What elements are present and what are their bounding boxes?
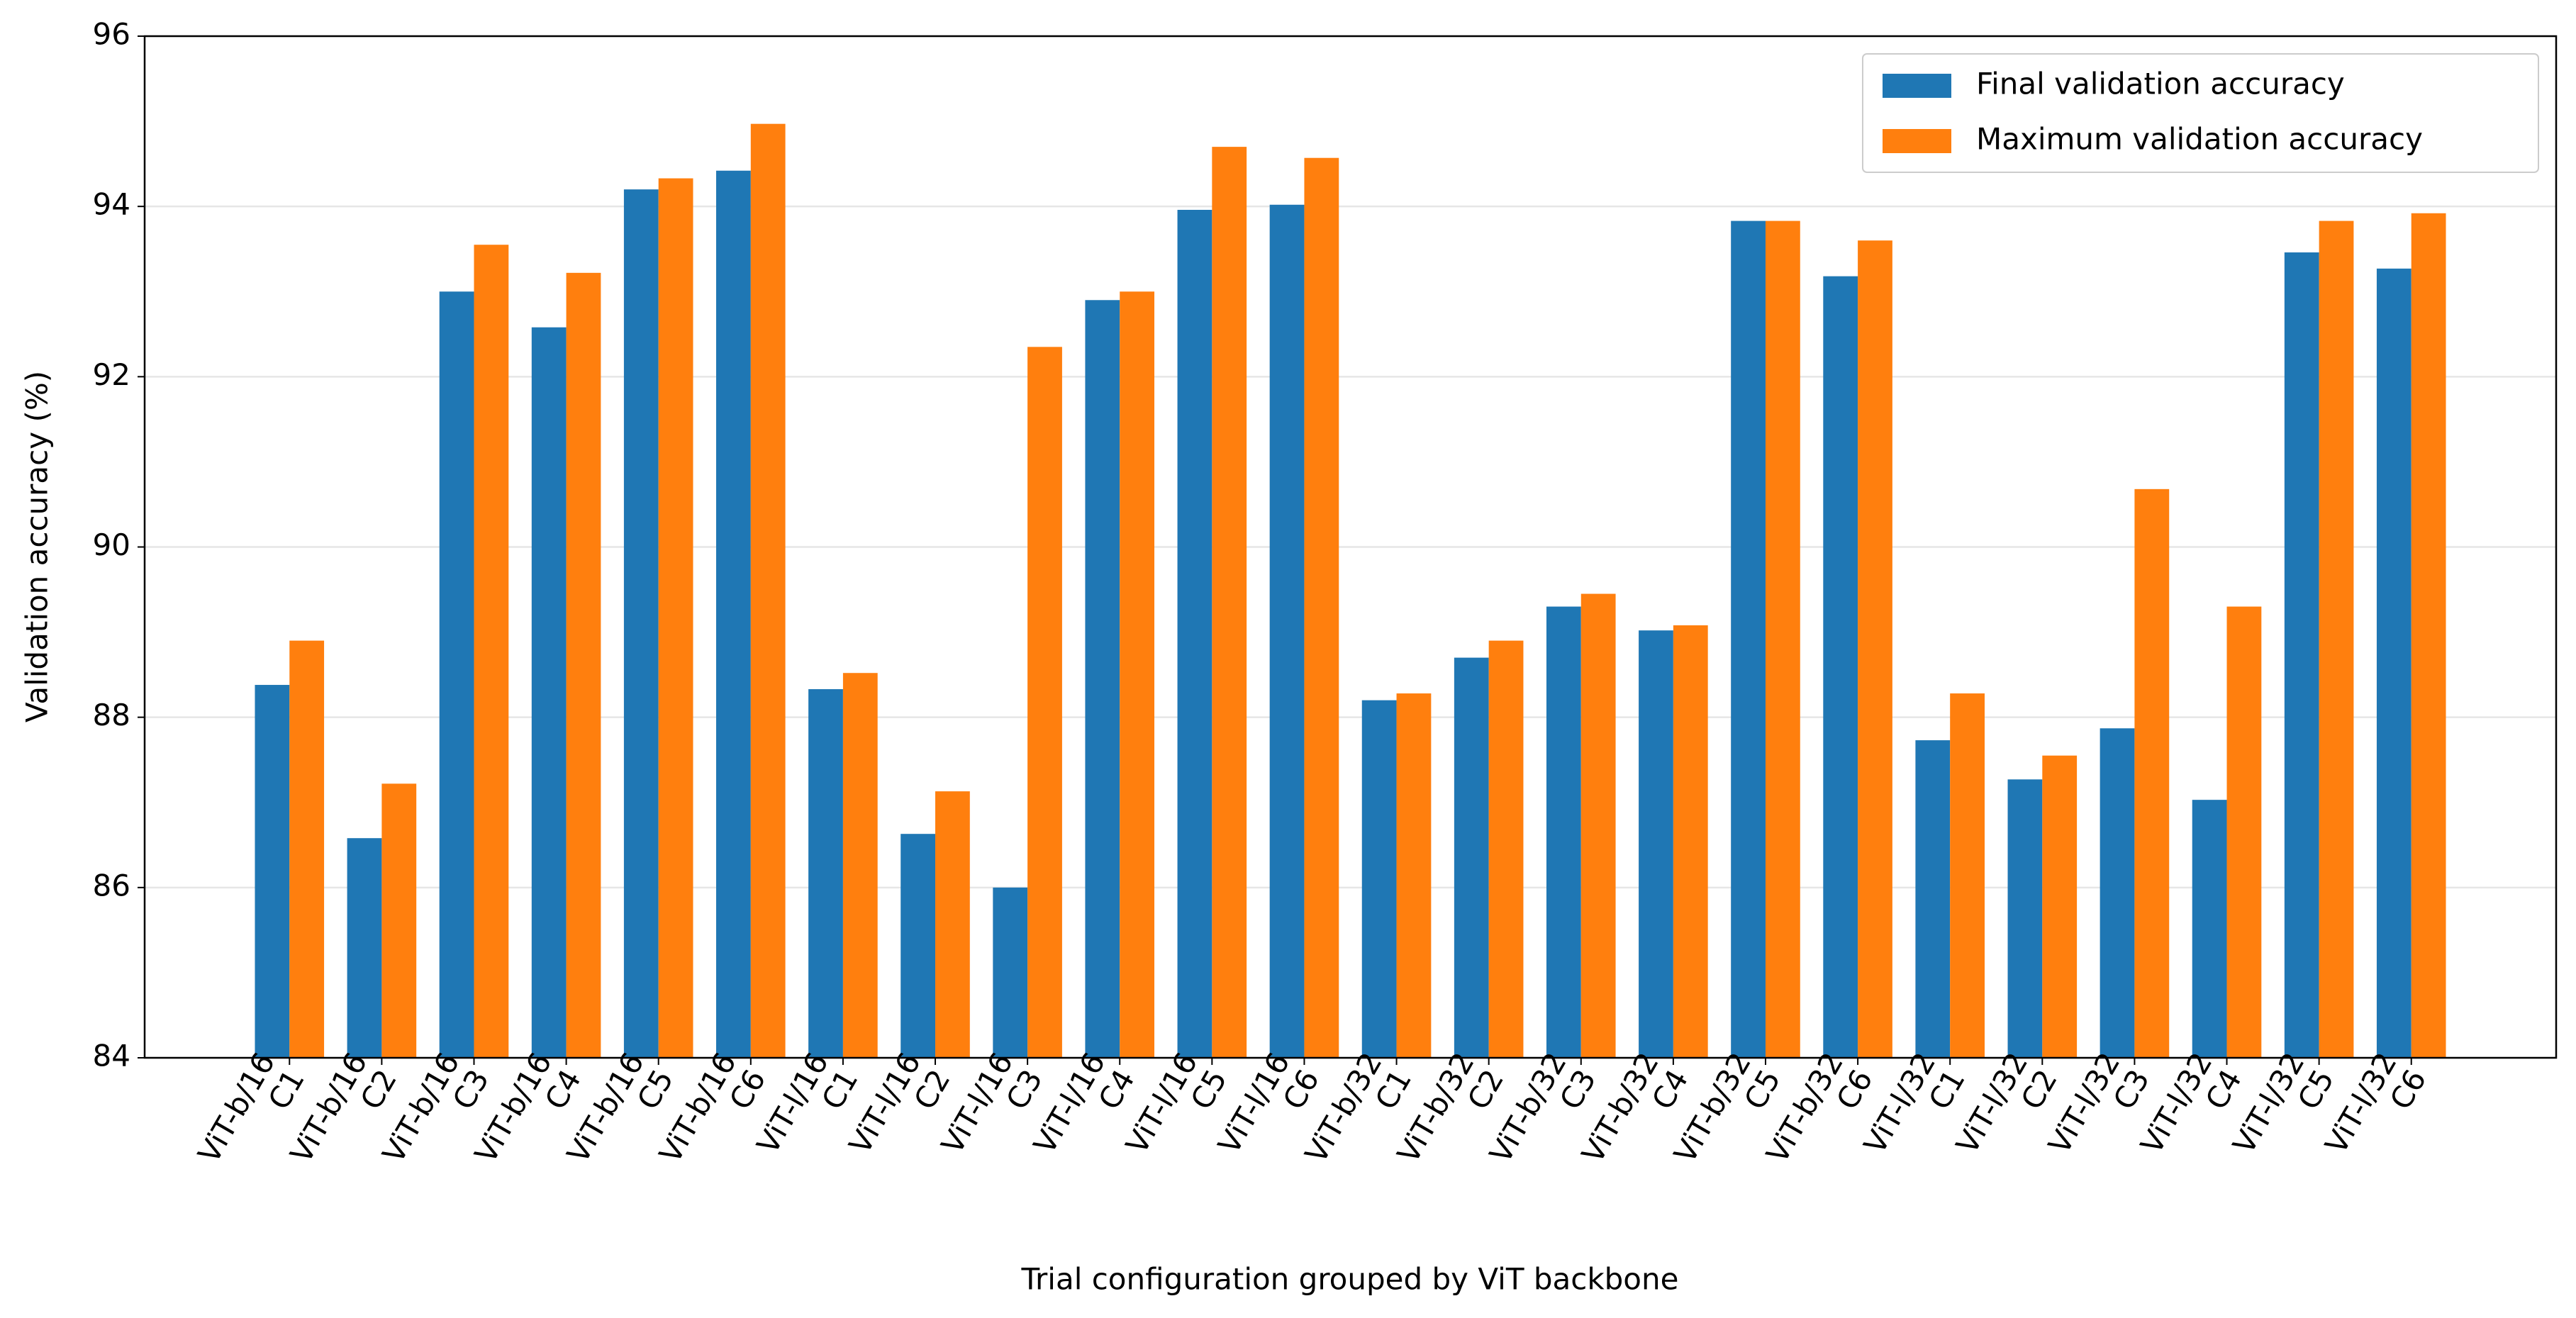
bar <box>1304 157 1339 1059</box>
bar <box>1361 700 1397 1058</box>
bar <box>1915 740 1951 1058</box>
bar <box>1269 204 1305 1058</box>
bar <box>2007 779 2043 1058</box>
bar <box>566 272 601 1058</box>
bar <box>1212 147 1247 1058</box>
bar <box>2411 213 2446 1059</box>
bar <box>289 640 325 1058</box>
bar <box>2376 268 2411 1058</box>
y-tick-label: 96 <box>93 17 130 52</box>
x-tick-label-line: ViT-b/32 <box>1298 1046 1389 1168</box>
bar <box>901 834 936 1058</box>
bar <box>347 838 382 1058</box>
bar <box>716 170 751 1058</box>
bar <box>474 245 509 1059</box>
y-tick-label: 92 <box>93 357 130 392</box>
bar <box>2100 728 2135 1058</box>
bar <box>255 685 290 1058</box>
bar <box>1027 347 1062 1058</box>
y-tick-label: 86 <box>93 868 130 903</box>
bar <box>439 291 474 1058</box>
bar <box>842 673 878 1058</box>
x-tick-label-line: ViT-b/32 <box>1483 1046 1573 1168</box>
bar <box>1950 693 1985 1058</box>
x-tick-label-line: ViT-b/16 <box>376 1046 467 1168</box>
bar <box>2284 252 2319 1058</box>
y-tick-label: 84 <box>93 1039 130 1073</box>
bar <box>2319 220 2354 1059</box>
x-axis-label: Trial configuration grouped by ViT backb… <box>1021 1262 1679 1297</box>
y-tick-label: 94 <box>93 187 130 222</box>
bar <box>1177 209 1212 1059</box>
x-tick-label-line: ViT-b/32 <box>1667 1046 1758 1168</box>
bar <box>1120 291 1155 1058</box>
x-tick-label-line: ViT-b/16 <box>652 1046 743 1168</box>
bar <box>1673 625 1708 1058</box>
bar <box>623 189 659 1058</box>
bar <box>658 178 693 1058</box>
bar <box>993 887 1028 1058</box>
bar <box>2134 488 2170 1058</box>
y-tick-label: 90 <box>93 527 130 562</box>
x-tick-label-line: ViT-b/16 <box>284 1046 374 1168</box>
bar <box>1454 657 1489 1058</box>
bar <box>1488 640 1524 1058</box>
bar <box>1765 220 1800 1059</box>
bar <box>381 783 417 1058</box>
bar <box>1858 240 1892 1059</box>
bar <box>1546 606 1581 1058</box>
bar <box>2192 800 2227 1058</box>
y-axis-label: Validation accuracy (%) <box>20 371 55 722</box>
x-tick-label-line: ViT-b/32 <box>1575 1046 1666 1168</box>
legend-swatch <box>1883 129 1951 153</box>
x-tick-label-line: ViT-b/32 <box>1390 1046 1481 1168</box>
plot-frame <box>143 35 2558 1059</box>
x-tick-label-line: ViT-b/16 <box>560 1046 651 1168</box>
bar <box>1085 300 1120 1059</box>
legend-label: Final validation accuracy <box>1976 67 2345 101</box>
bar <box>1639 630 1673 1058</box>
bar <box>1731 220 1766 1059</box>
bar <box>531 327 567 1058</box>
bar <box>935 791 970 1058</box>
bar <box>1580 593 1616 1058</box>
bar <box>1823 276 1858 1058</box>
bar <box>2042 755 2078 1058</box>
bar <box>750 123 786 1059</box>
x-tick-label-line: ViT-b/16 <box>191 1046 282 1168</box>
bar <box>2226 606 2262 1058</box>
bar <box>1396 693 1432 1058</box>
legend-box <box>1862 53 2539 173</box>
x-tick-label-line: ViT-b/16 <box>468 1046 559 1168</box>
legend-label: Maximum validation accuracy <box>1976 122 2423 157</box>
legend-swatch <box>1883 74 1951 98</box>
x-tick-label-line: ViT-b/32 <box>1759 1046 1850 1168</box>
y-tick-label: 88 <box>93 698 130 732</box>
bar <box>808 689 843 1058</box>
